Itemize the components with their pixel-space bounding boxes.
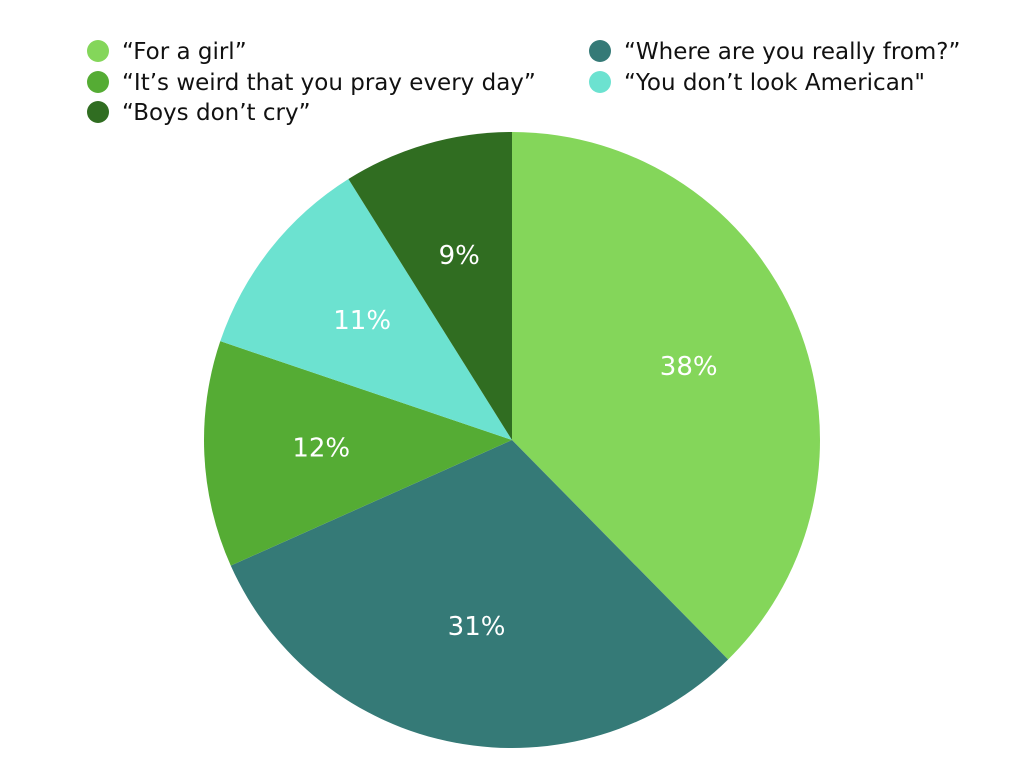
slice-value-label-4: 9%: [439, 241, 480, 271]
slice-value-label-0: 38%: [660, 352, 718, 382]
legend-item-0: “For a girl”: [87, 39, 247, 65]
slice-value-label-2: 12%: [292, 433, 350, 463]
legend-swatch-3: [589, 71, 611, 93]
legend-item-1: “Where are you really from?”: [589, 39, 960, 65]
legend-label-4: “Boys don’t cry”: [122, 100, 310, 126]
pie-slice-4: [348, 132, 512, 440]
legend-swatch-0: [87, 40, 109, 62]
legend-swatch-2: [87, 71, 109, 93]
pie-slices: [203, 132, 821, 749]
pie-slice-1: [230, 440, 729, 749]
slice-value-label-1: 31%: [448, 612, 506, 642]
legend-label-0: “For a girl”: [122, 39, 247, 65]
pie-slice-3: [220, 179, 512, 440]
legend-item-3: “You don’t look American": [589, 70, 925, 96]
legend-label-1: “Where are you really from?”: [624, 39, 960, 65]
legend-label-3: “You don’t look American": [624, 70, 925, 96]
legend-swatch-4: [87, 101, 109, 123]
slice-value-label-3: 11%: [333, 306, 391, 336]
legend: “For a girl” “It’s weird that you pray ev…: [87, 39, 960, 126]
legend-label-2: “It’s weird that you pray every day”: [122, 70, 536, 96]
pie-slice-2: [203, 341, 512, 566]
legend-swatch-1: [589, 40, 611, 62]
pie-slice-0: [512, 132, 821, 660]
legend-item-2: “It’s weird that you pray every day”: [87, 70, 536, 96]
legend-item-4: “Boys don’t cry”: [87, 100, 310, 126]
slice-labels: 38% 31% 12% 11% 9%: [292, 241, 717, 642]
